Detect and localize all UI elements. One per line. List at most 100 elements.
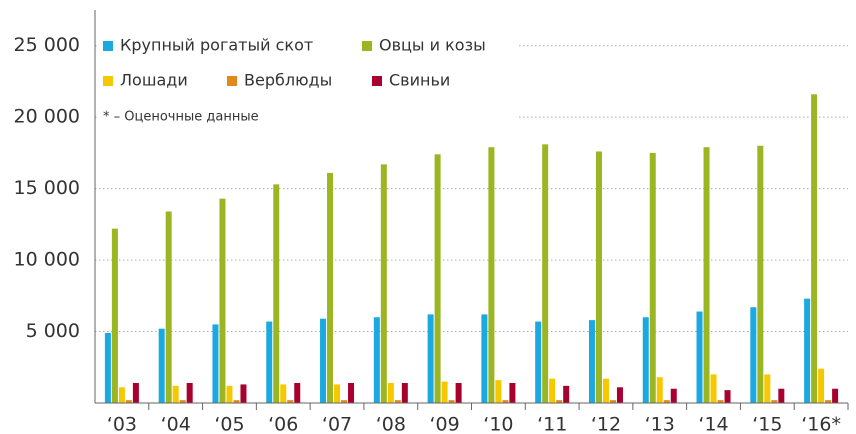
- bar: [158, 328, 165, 403]
- x-tick-label: ‘03: [107, 414, 137, 434]
- bar: [125, 400, 132, 403]
- y-tick-label: 15 000: [14, 177, 80, 199]
- y-tick-label: 5 000: [26, 320, 80, 342]
- annotation: * – Оценочные данные: [103, 110, 259, 125]
- legend-swatch: [227, 76, 237, 86]
- bar: [394, 400, 401, 403]
- y-tick-label: 10 000: [14, 249, 80, 271]
- bar: [165, 211, 172, 403]
- bar: [563, 385, 570, 403]
- bar: [219, 198, 226, 403]
- bar: [186, 382, 193, 403]
- bar: [542, 144, 549, 404]
- x-tick-label: ‘06: [268, 414, 298, 434]
- legend-swatch: [103, 76, 113, 86]
- bar: [455, 382, 462, 403]
- bar: [750, 307, 757, 403]
- bar: [642, 317, 649, 403]
- bar: [373, 317, 380, 403]
- x-tick-label: ‘05: [214, 414, 244, 434]
- bar: [240, 384, 247, 403]
- y-tick-label: 25 000: [14, 34, 80, 56]
- bar: [441, 381, 448, 403]
- x-tick-label: ‘13: [645, 414, 675, 434]
- bar: [401, 382, 408, 403]
- legend-label: Верблюды: [244, 71, 332, 90]
- bar: [266, 321, 273, 403]
- bar: [771, 400, 778, 403]
- bar: [481, 314, 488, 403]
- bar: [825, 400, 832, 403]
- y-tick-label: 20 000: [14, 106, 80, 128]
- bar: [602, 378, 609, 403]
- bar: [509, 382, 516, 403]
- legend-bg: [98, 30, 518, 130]
- bar: [226, 385, 233, 403]
- bar: [132, 382, 139, 403]
- bar: [670, 388, 677, 403]
- bar: [588, 320, 595, 403]
- bar: [434, 154, 441, 403]
- x-tick-label: ‘14: [698, 414, 728, 434]
- bar: [804, 298, 811, 403]
- bar: [649, 152, 656, 403]
- bar: [427, 314, 434, 403]
- bar: [656, 377, 663, 403]
- bar: [757, 145, 764, 403]
- bar: [387, 382, 394, 403]
- bar: [717, 400, 724, 403]
- legend-label: Овцы и козы: [379, 36, 486, 55]
- bar: [663, 400, 670, 403]
- x-tick-label: ‘16*: [801, 414, 841, 434]
- bar: [320, 318, 327, 403]
- bar: [287, 400, 294, 403]
- bar: [104, 332, 111, 403]
- bar: [273, 184, 280, 403]
- bar: [341, 400, 348, 403]
- legend-swatch: [372, 76, 382, 86]
- bar: [111, 228, 118, 403]
- legend-label: Лошади: [120, 71, 188, 90]
- x-tick-label: ‘04: [161, 414, 191, 434]
- bar: [549, 378, 556, 403]
- bar: [811, 94, 818, 404]
- bar: [488, 147, 495, 403]
- legend-label: Крупный рогатый скот: [120, 36, 313, 55]
- bar: [535, 321, 542, 403]
- bar: [294, 382, 301, 403]
- x-tick-label: ‘09: [429, 414, 459, 434]
- bar: [179, 400, 186, 403]
- x-tick-label: ‘08: [376, 414, 406, 434]
- bar: [334, 384, 341, 403]
- x-tick-label: ‘10: [483, 414, 513, 434]
- bar: [724, 390, 731, 403]
- bar: [172, 385, 179, 403]
- bar: [764, 374, 771, 403]
- bar: [348, 382, 355, 403]
- bar: [609, 400, 616, 403]
- bar: [212, 324, 219, 403]
- bar: [380, 164, 387, 403]
- bar: [327, 172, 334, 403]
- bar: [818, 368, 825, 403]
- bar: [710, 374, 717, 403]
- bar: [556, 400, 563, 403]
- x-tick-label: ‘15: [752, 414, 782, 434]
- bar: [280, 384, 287, 403]
- bar: [778, 388, 785, 403]
- x-tick-label: ‘07: [322, 414, 352, 434]
- bar: [118, 387, 125, 403]
- bar: [832, 388, 839, 403]
- bar: [502, 400, 509, 403]
- x-tick-label: ‘12: [591, 414, 621, 434]
- legend-swatch: [103, 41, 113, 51]
- bar: [233, 400, 240, 403]
- legend-swatch: [362, 41, 372, 51]
- bar: [696, 311, 703, 403]
- bar: [616, 387, 623, 403]
- bar: [595, 151, 602, 403]
- bar: [495, 380, 502, 403]
- x-tick-label: ‘11: [537, 414, 567, 434]
